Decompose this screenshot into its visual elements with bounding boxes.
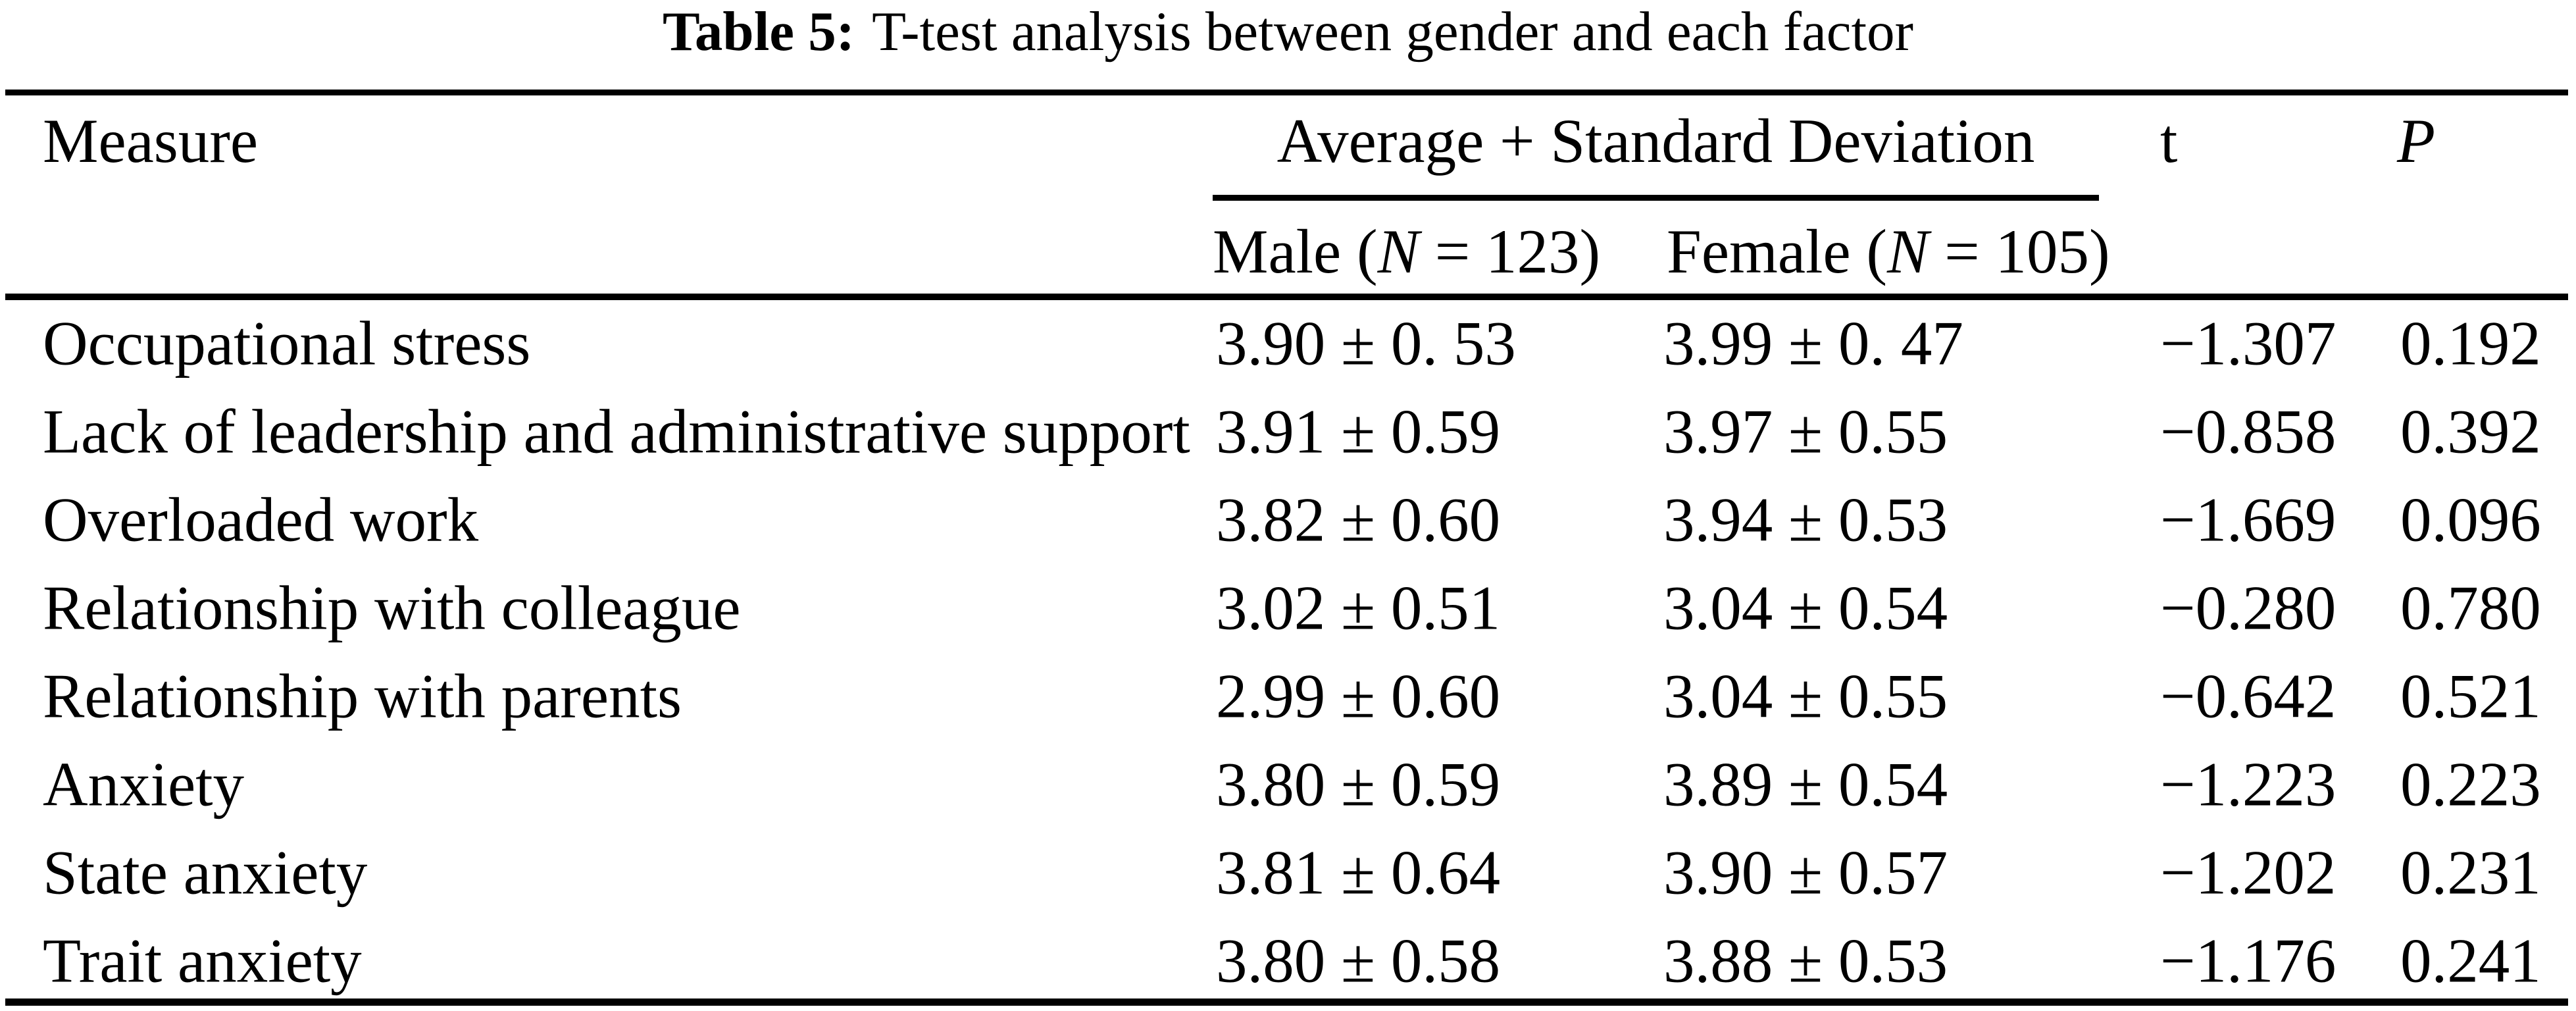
female-value-cell: 3.89 ± 0.54: [1663, 749, 1948, 819]
measure-cell: State anxiety: [43, 837, 368, 908]
subheader-female-count: = 105): [1929, 217, 2110, 286]
table-row: Lack of leadership and administrative su…: [0, 388, 2576, 476]
table-row: State anxiety 3.81 ± 0.64 3.90 ± 0.57 −1…: [0, 829, 2576, 917]
column-header-measure: Measure: [43, 106, 259, 176]
subheader-male-count: = 123): [1419, 217, 1601, 286]
column-header-p: P: [2397, 106, 2436, 176]
female-value-cell: 3.90 ± 0.57: [1663, 837, 1948, 908]
male-value-cell: 3.91 ± 0.59: [1216, 396, 1501, 467]
measure-cell: Anxiety: [43, 749, 245, 819]
measure-cell: Relationship with colleague: [43, 573, 741, 643]
female-value-cell: 3.04 ± 0.55: [1663, 661, 1948, 731]
t-value-cell: −1.307: [2160, 308, 2336, 378]
p-value-cell: 0.780: [2400, 573, 2541, 643]
header-bottom-rule: [5, 294, 2568, 300]
t-value-cell: −0.858: [2160, 396, 2336, 467]
table-caption-label: Table 5:: [663, 1, 855, 63]
table-row: Relationship with colleague 3.02 ± 0.51 …: [0, 564, 2576, 652]
measure-cell: Trait anxiety: [43, 925, 362, 996]
male-value-cell: 3.02 ± 0.51: [1216, 573, 1501, 643]
female-value-cell: 3.94 ± 0.53: [1663, 484, 1948, 555]
subheader-male-n-symbol: N: [1377, 217, 1419, 286]
male-value-cell: 2.99 ± 0.60: [1216, 661, 1501, 731]
male-value-cell: 3.82 ± 0.60: [1216, 484, 1501, 555]
male-value-cell: 3.81 ± 0.64: [1216, 837, 1501, 908]
p-value-cell: 0.231: [2400, 837, 2541, 908]
p-value-cell: 0.241: [2400, 925, 2541, 996]
table-row: Overloaded work 3.82 ± 0.60 3.94 ± 0.53 …: [0, 476, 2576, 564]
table-bottom-rule: [5, 998, 2568, 1006]
male-value-cell: 3.80 ± 0.58: [1216, 925, 1501, 996]
p-value-cell: 0.223: [2400, 749, 2541, 819]
female-value-cell: 3.99 ± 0. 47: [1663, 308, 1963, 378]
p-value-cell: 0.521: [2400, 661, 2541, 731]
column-header-t: t: [2160, 106, 2178, 176]
subheader-female-n-symbol: N: [1887, 217, 1929, 286]
subheader-female-prefix: Female (: [1667, 217, 1888, 286]
p-value-cell: 0.392: [2400, 396, 2541, 467]
table-row: Trait anxiety 3.80 ± 0.58 3.88 ± 0.53 −1…: [0, 917, 2576, 1005]
measure-cell: Overloaded work: [43, 484, 479, 555]
table-top-rule: [5, 90, 2568, 95]
p-value-cell: 0.192: [2400, 308, 2541, 378]
measure-cell: Relationship with parents: [43, 661, 682, 731]
t-value-cell: −0.280: [2160, 573, 2336, 643]
group-header-underline-rule: [1213, 195, 2099, 201]
measure-cell: Lack of leadership and administrative su…: [43, 396, 1190, 467]
t-value-cell: −1.669: [2160, 484, 2336, 555]
t-value-cell: −1.202: [2160, 837, 2336, 908]
t-value-cell: −1.176: [2160, 925, 2336, 996]
table-caption-text: T-test analysis between gender and each …: [872, 1, 1913, 63]
male-value-cell: 3.80 ± 0.59: [1216, 749, 1501, 819]
subheader-male: Male (N = 123): [1213, 220, 1600, 283]
table-row: Occupational stress 3.90 ± 0. 53 3.99 ± …: [0, 299, 2576, 388]
table-row: Anxiety 3.80 ± 0.59 3.89 ± 0.54 −1.223 0…: [0, 740, 2576, 829]
table-body: Occupational stress 3.90 ± 0. 53 3.99 ± …: [0, 299, 2576, 1005]
subheader-female: Female (N = 105): [1667, 220, 2110, 283]
male-value-cell: 3.90 ± 0. 53: [1216, 308, 1516, 378]
female-value-cell: 3.88 ± 0.53: [1663, 925, 1948, 996]
column-header-average-sd: Average + Standard Deviation: [1276, 106, 2035, 176]
t-value-cell: −0.642: [2160, 661, 2336, 731]
female-value-cell: 3.04 ± 0.54: [1663, 573, 1948, 643]
t-value-cell: −1.223: [2160, 749, 2336, 819]
subheader-male-prefix: Male (: [1213, 217, 1378, 286]
measure-cell: Occupational stress: [43, 308, 531, 378]
table-caption: Table 5: T-test analysis between gender a…: [0, 0, 2576, 65]
p-value-cell: 0.096: [2400, 484, 2541, 555]
table-row: Relationship with parents 2.99 ± 0.60 3.…: [0, 652, 2576, 740]
female-value-cell: 3.97 ± 0.55: [1663, 396, 1948, 467]
